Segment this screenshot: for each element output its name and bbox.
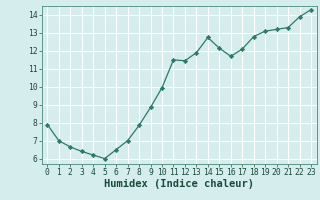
X-axis label: Humidex (Indice chaleur): Humidex (Indice chaleur) — [104, 179, 254, 189]
